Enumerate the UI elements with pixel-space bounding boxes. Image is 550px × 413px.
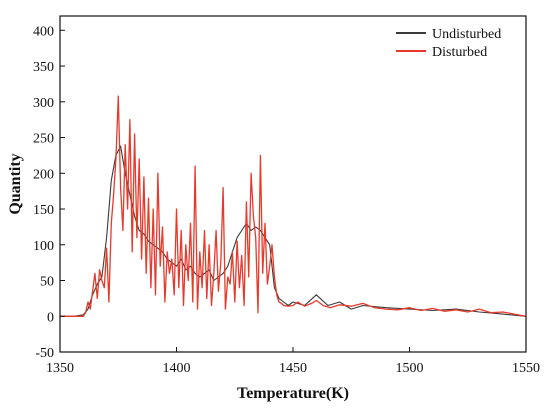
x-tick-label: 1350 xyxy=(46,361,74,376)
series-layer xyxy=(60,95,527,317)
y-tick-label: -50 xyxy=(35,346,54,361)
x-tick-label: 1450 xyxy=(279,361,307,376)
legend: Undisturbed Disturbed xyxy=(396,27,501,60)
y-tick-label: 400 xyxy=(33,24,54,39)
y-tick-label: 250 xyxy=(33,132,54,147)
x-tick-label: 1550 xyxy=(512,361,540,376)
y-tick-label: 150 xyxy=(33,203,54,218)
x-axis-title: Temperature(K) xyxy=(237,385,349,402)
legend-label-undisturbed: Undisturbed xyxy=(432,27,501,42)
x-tick-label: 1400 xyxy=(163,361,191,376)
ticks-layer: 1350 1400 1450 1500 1550 -50 0 50 100 150 200 250 30… xyxy=(33,24,540,376)
y-tick-label: 0 xyxy=(47,310,54,325)
series-line-undisturbed xyxy=(60,145,527,317)
y-axis-title: Quantity xyxy=(7,153,24,214)
series-line-disturbed xyxy=(60,95,527,317)
legend-label-disturbed: Disturbed xyxy=(432,45,487,60)
y-tick-label: 300 xyxy=(33,96,54,111)
y-tick-label: 350 xyxy=(33,60,54,75)
y-tick-label: 100 xyxy=(33,239,54,254)
x-tick-label: 1500 xyxy=(396,361,424,376)
y-tick-label: 200 xyxy=(33,167,54,182)
y-tick-label: 50 xyxy=(40,275,54,290)
